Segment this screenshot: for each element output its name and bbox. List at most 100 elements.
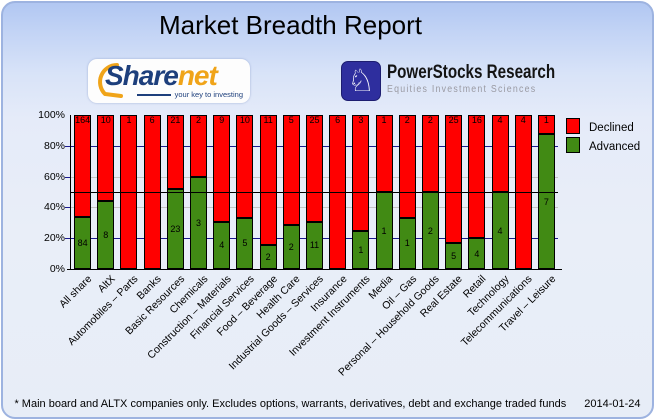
bar-advanced-segment (306, 221, 323, 269)
advanced-count-label: 4 (219, 240, 225, 251)
declined-count-label: 6 (149, 115, 155, 125)
midline-50pct (71, 192, 558, 193)
declined-count-label: 2 (196, 115, 202, 125)
bar: 10 8 (97, 115, 115, 269)
y-axis-label: 80% (43, 139, 65, 152)
declined-count-label: 10 (100, 115, 111, 125)
bar-declined-segment (259, 115, 277, 246)
bar-advanced-segment (398, 217, 416, 269)
bar: 21 23 (166, 115, 184, 269)
y-axis-label: 100% (38, 109, 65, 121)
bar: 16 4 (468, 115, 486, 269)
declined-count-label: 164 (75, 115, 91, 125)
footnote: * Main board and ALTX companies only. Ex… (14, 398, 567, 410)
axis-tick (65, 176, 71, 178)
sharenet-tagline-rule (136, 94, 171, 97)
sharenet-tagline-text: your key to investing (174, 90, 243, 99)
bar-advanced-segment (537, 134, 555, 269)
declined-count-label: 6 (335, 115, 341, 125)
y-axis-label: 20% (43, 232, 65, 245)
declined-count-label: 25 (448, 115, 459, 125)
y-axis-label: 0% (49, 263, 65, 275)
bar-advanced-segment (74, 216, 92, 269)
sharenet-word-share: Share (105, 60, 179, 91)
declined-count-label: 1 (543, 115, 549, 125)
bar-advanced-segment (259, 245, 277, 269)
bar-advanced-segment (445, 243, 463, 269)
page-title: Market Breadth Report (158, 10, 422, 40)
bar-advanced-segment (213, 221, 231, 269)
declined-count-label: 3 (358, 115, 364, 125)
legend-row: Advanced (566, 137, 640, 155)
declined-count-label: 4 (497, 115, 503, 125)
bar-advanced-segment (166, 188, 184, 269)
axis-tick (65, 207, 71, 209)
bar-advanced-segment (282, 225, 300, 269)
footer: * Main board and ALTX companies only. Ex… (3, 398, 652, 410)
advanced-count-label: 2 (288, 242, 294, 252)
bar-declined-segment (282, 115, 300, 225)
bar-declined-segment (468, 115, 486, 239)
legend-swatch-advanced (566, 137, 580, 153)
advanced-count-label: 23 (170, 223, 181, 234)
bar: 10 5 (236, 115, 254, 269)
declined-count-label: 11 (263, 115, 273, 125)
advanced-count-label: 8 (103, 229, 109, 240)
declined-count-label: 21 (170, 115, 181, 125)
legend-row: Declined (566, 118, 634, 136)
x-axis-label: All share (56, 273, 95, 311)
bar-declined-segment (306, 115, 323, 222)
report-date: 2014-01-24 (584, 398, 641, 410)
bar-declined-segment (213, 115, 231, 222)
advanced-count-label: 7 (543, 196, 549, 207)
y-axis-label: 60% (43, 170, 65, 183)
bar-advanced-segment (190, 176, 208, 269)
bar-declined-segment (491, 115, 509, 192)
advanced-count-label: 1 (358, 244, 364, 255)
bar-declined-segment (97, 115, 115, 201)
advanced-count-label: 5 (242, 238, 248, 249)
sharenet-swoosh-icon (98, 63, 123, 98)
bar-declined-segment (190, 115, 208, 177)
advanced-count-label: 1 (404, 238, 410, 249)
bar-declined-segment (375, 115, 393, 192)
bar: 11 2 (259, 115, 277, 269)
declined-count-label: 2 (427, 115, 433, 125)
declined-count-label: 10 (239, 115, 250, 125)
declined-count-label: 4 (520, 115, 526, 125)
bar-advanced-segment (352, 230, 370, 269)
advanced-count-label: 2 (427, 225, 433, 236)
advanced-count-label: 11 (309, 240, 320, 251)
advanced-count-label: 1 (381, 225, 387, 236)
declined-count-label: 5 (288, 115, 294, 125)
declined-count-label: 9 (219, 115, 225, 125)
declined-count-label: 1 (126, 115, 132, 125)
bar-declined-segment (166, 115, 184, 189)
advanced-count-label: 4 (474, 248, 480, 259)
knight-icon: ♘ (341, 61, 381, 101)
bar-declined-segment (421, 115, 439, 192)
declined-count-label: 16 (471, 115, 482, 125)
bar-advanced-segment (236, 217, 254, 269)
bar-declined-segment (236, 115, 254, 218)
legend-label: Advanced (589, 141, 641, 153)
declined-count-label: 1 (381, 115, 387, 125)
axis-tick (65, 145, 71, 147)
powerstocks-wordmark: PowerStocks Research (387, 62, 556, 83)
bar: 25 5 (445, 115, 463, 269)
declined-count-label: 25 (309, 115, 320, 125)
sharenet-logo: Sharenet your key to investing (88, 59, 250, 103)
advanced-count-label: 3 (196, 217, 202, 228)
bar-declined-segment (398, 115, 416, 218)
sharenet-tagline: your key to investing (136, 90, 243, 99)
bar-declined-segment (352, 115, 370, 231)
x-axis-line (67, 269, 562, 270)
